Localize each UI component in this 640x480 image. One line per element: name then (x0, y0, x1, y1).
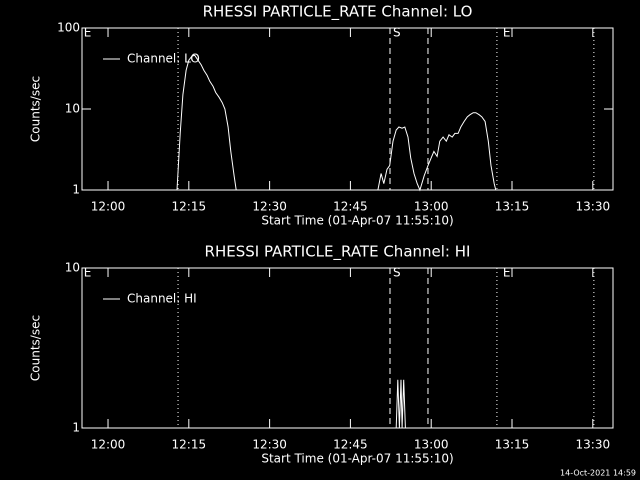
x-tick-label: 12:45 (333, 200, 368, 214)
data-line (176, 54, 497, 192)
y-tick-label: 100 (57, 21, 80, 35)
x-tick-label: 12:45 (333, 438, 368, 452)
y-axis-label: Counts/sec (29, 76, 43, 142)
chart-title: RHESSI PARTICLE_RATE Channel: HI (205, 243, 471, 262)
y-axis-label: Counts/sec (29, 315, 43, 381)
y-tick-label: 10 (65, 261, 80, 275)
annotation: E (84, 266, 92, 280)
annotation: E (503, 26, 511, 40)
x-axis-label: Start Time (01-Apr-07 11:55:10) (261, 452, 453, 466)
x-tick-label: 13:00 (414, 200, 449, 214)
x-tick-label: 12:00 (91, 438, 126, 452)
legend-label: Channel: LO (127, 52, 200, 66)
x-tick-label: 12:00 (91, 200, 126, 214)
annotation: E (503, 266, 511, 280)
x-tick-label: 13:15 (495, 200, 530, 214)
x-tick-label: 13:30 (576, 438, 611, 452)
annotation: E (84, 26, 92, 40)
x-tick-label: 13:15 (495, 438, 530, 452)
chart-title: RHESSI PARTICLE_RATE Channel: LO (203, 3, 473, 22)
data-line (395, 379, 406, 429)
annotation: S (393, 26, 401, 40)
x-tick-label: 13:00 (414, 438, 449, 452)
footer: 14-Oct-2021 14:59 (560, 469, 636, 478)
x-tick-label: 12:15 (172, 200, 207, 214)
x-tick-label: 12:30 (252, 438, 287, 452)
legend-label: Channel: HI (127, 292, 197, 306)
x-axis-label: Start Time (01-Apr-07 11:55:10) (261, 214, 453, 228)
y-tick-label: 1 (72, 421, 80, 435)
annotation: S (393, 266, 401, 280)
x-tick-label: 12:15 (172, 438, 207, 452)
x-tick-label: 12:30 (252, 200, 287, 214)
x-tick-label: 13:30 (576, 200, 611, 214)
plot-frame (81, 267, 614, 429)
y-tick-label: 10 (65, 102, 80, 116)
y-tick-label: 1 (72, 183, 80, 197)
